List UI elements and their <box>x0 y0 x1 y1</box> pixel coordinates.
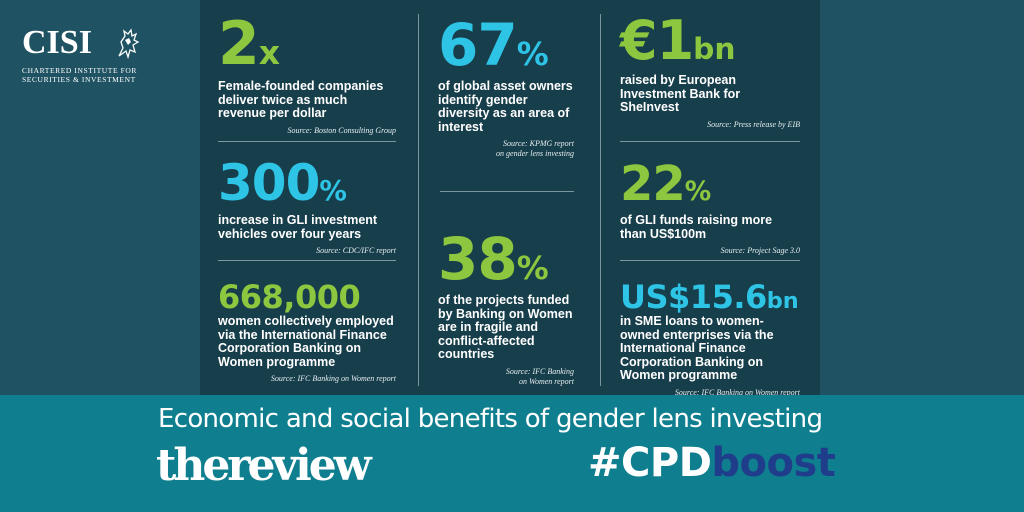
row-divider <box>620 260 800 261</box>
stat-fragile-countries: 38% of the projects funded by Banking on… <box>438 230 574 387</box>
stat-description: women collectively employed via the Inte… <box>218 314 394 369</box>
logo-name: CISI <box>22 24 92 61</box>
stat-source: Source: KPMG report on gender lens invest… <box>496 139 574 158</box>
logo-tagline-2: SECURITIES & INVESTMENT <box>22 75 136 84</box>
stat-description: of the projects funded by Banking on Wom… <box>438 293 573 361</box>
stat-description: in SME loans to women-owned enterprises … <box>620 314 774 382</box>
stat-women-employed: 668,000 women collectively employed via … <box>218 281 396 384</box>
stat-description: of GLI funds raising more than US$100m <box>620 213 773 241</box>
stat-value: 300% <box>218 154 347 212</box>
stat-description: Female-founded companies deliver twice a… <box>218 79 384 120</box>
stat-asset-owners: 67% of global asset owners identify gend… <box>438 16 574 159</box>
stats-panel <box>200 0 820 395</box>
column-divider-1 <box>418 14 419 386</box>
stat-source: Source: IFC Banking on Women report <box>674 387 800 397</box>
stat-description: increase in GLI investment vehicles over… <box>218 213 378 241</box>
stat-source: Source: CDC/IFC report <box>316 246 396 255</box>
stat-source: Source: IFC Banking on Women report <box>270 374 396 383</box>
griffin-crest-icon <box>118 28 140 60</box>
stat-description: of global asset owners identify gender d… <box>438 79 573 134</box>
cisi-logo: CISI CHARTERED INSTITUTE FOR SECURITIES … <box>22 26 152 84</box>
row-divider <box>218 260 396 261</box>
stat-value: 38% <box>438 225 549 293</box>
stat-value: 2x <box>218 9 281 79</box>
publication-logo: thereview <box>156 440 372 491</box>
column-divider-2 <box>600 14 601 386</box>
logo-tagline-1: CHARTERED INSTITUTE FOR <box>22 66 138 75</box>
stat-source: Source: Project Sage 3.0 <box>720 246 800 255</box>
stat-value: US$15.6bn <box>620 278 799 316</box>
row-divider <box>620 141 800 142</box>
stat-revenue: 2x Female-founded companies deliver twic… <box>218 14 396 136</box>
stat-sme-loans: US$15.6bn in SME loans to women-owned en… <box>620 281 800 398</box>
stat-source: Source: Boston Consulting Group <box>287 125 396 135</box>
stat-value: 668,000 <box>218 278 361 316</box>
stat-gli-vehicles: 300% increase in GLI investment vehicles… <box>218 158 396 256</box>
stat-value: 67% <box>438 11 549 79</box>
stat-value: €1bn <box>620 9 736 72</box>
stat-eib: €1bn raised by European Investment Bank … <box>620 14 800 130</box>
bottom-band <box>0 395 1024 512</box>
row-divider <box>440 191 574 192</box>
stat-description: raised by European Investment Bank for S… <box>620 73 741 114</box>
stat-value: 22% <box>620 156 712 212</box>
stat-source: Source: Press release by EIB <box>707 119 800 129</box>
stat-source: Source: IFC Banking on Women report <box>505 366 574 386</box>
row-divider <box>218 141 396 142</box>
hashtag: #CPDboost <box>588 440 836 486</box>
stat-gli-funds: 22% of GLI funds raising more than US$10… <box>620 160 800 256</box>
headline: Economic and social benefits of gender l… <box>158 404 823 434</box>
